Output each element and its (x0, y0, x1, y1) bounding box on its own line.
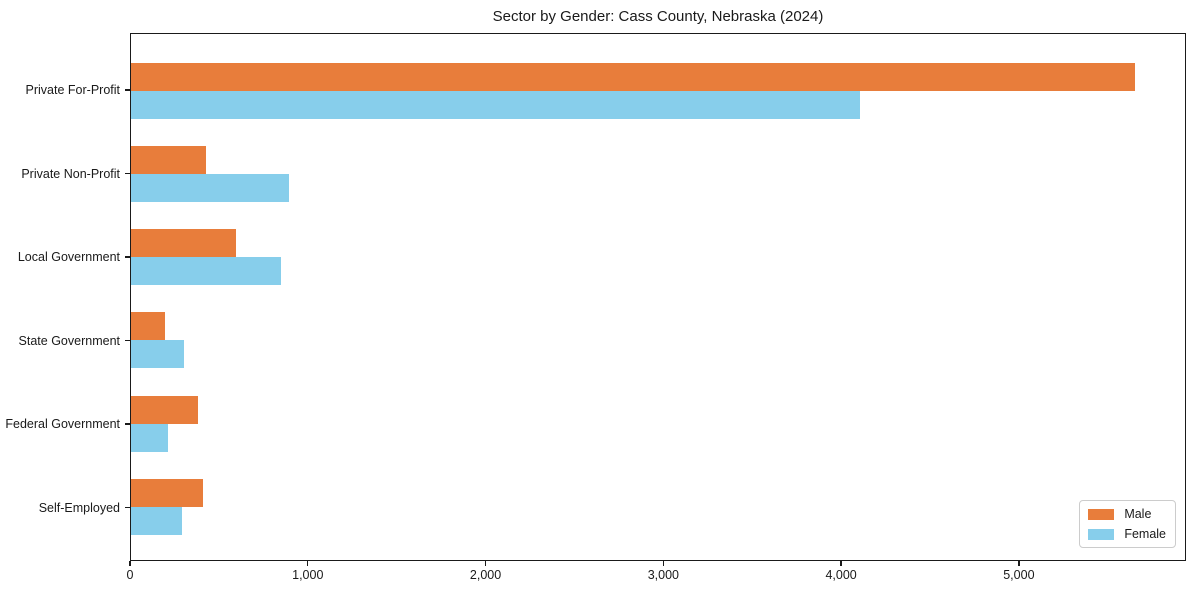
x-axis-label: 0 (126, 568, 134, 582)
x-axis-label: 5,000 (1003, 568, 1035, 582)
y-tick (125, 172, 130, 175)
x-axis-label: 3,000 (647, 568, 679, 582)
legend-swatch-female (1088, 528, 1115, 540)
legend: Male Female (1079, 500, 1176, 548)
legend-item: Female (1088, 527, 1166, 541)
bar-male (131, 395, 198, 424)
bar-female (131, 90, 861, 119)
legend-swatch-male (1088, 508, 1115, 520)
bar-group (131, 312, 1185, 369)
x-axis-label: 1,000 (292, 568, 324, 582)
legend-label: Male (1124, 507, 1152, 521)
x-tick (307, 561, 309, 566)
y-axis-label: Private Non-Profit (21, 166, 120, 181)
chart-title: Sector by Gender: Cass County, Nebraska … (492, 8, 824, 25)
bar-male (131, 62, 1136, 91)
y-axis-label: Self-Employed (38, 500, 120, 515)
bar-male (131, 229, 236, 258)
x-axis-label: 4,000 (825, 568, 857, 582)
bar-female (131, 174, 289, 203)
legend-item: Male (1088, 507, 1166, 521)
bar-group (131, 146, 1185, 203)
y-axis-label: Local Government (17, 250, 120, 265)
bar-male (131, 146, 207, 175)
y-tick (125, 256, 130, 258)
plot-area: Male Female (130, 33, 1186, 561)
x-axis-label: 2,000 (469, 568, 502, 582)
y-tick (125, 89, 130, 91)
bar-group (131, 229, 1185, 286)
x-tick (129, 561, 131, 566)
y-axis-label: State Government (18, 333, 120, 348)
legend-label: Female (1124, 527, 1166, 541)
bar-male (131, 478, 203, 507)
bar-male (131, 312, 165, 341)
y-axis-label: Private For-Profit (25, 83, 120, 98)
y-axis-label: Federal Government (5, 417, 120, 432)
bar-group (131, 395, 1185, 452)
bar-female (131, 506, 183, 535)
x-tick (1018, 561, 1020, 566)
x-tick (484, 561, 487, 566)
x-tick (840, 561, 842, 566)
x-tick (662, 561, 665, 566)
bar-group (131, 62, 1185, 119)
y-tick (125, 506, 130, 509)
bar-female (131, 340, 185, 369)
bar-group (131, 478, 1185, 535)
y-tick (125, 423, 130, 425)
bar-female (131, 423, 169, 452)
y-tick (125, 339, 130, 342)
bar-female (131, 257, 281, 286)
